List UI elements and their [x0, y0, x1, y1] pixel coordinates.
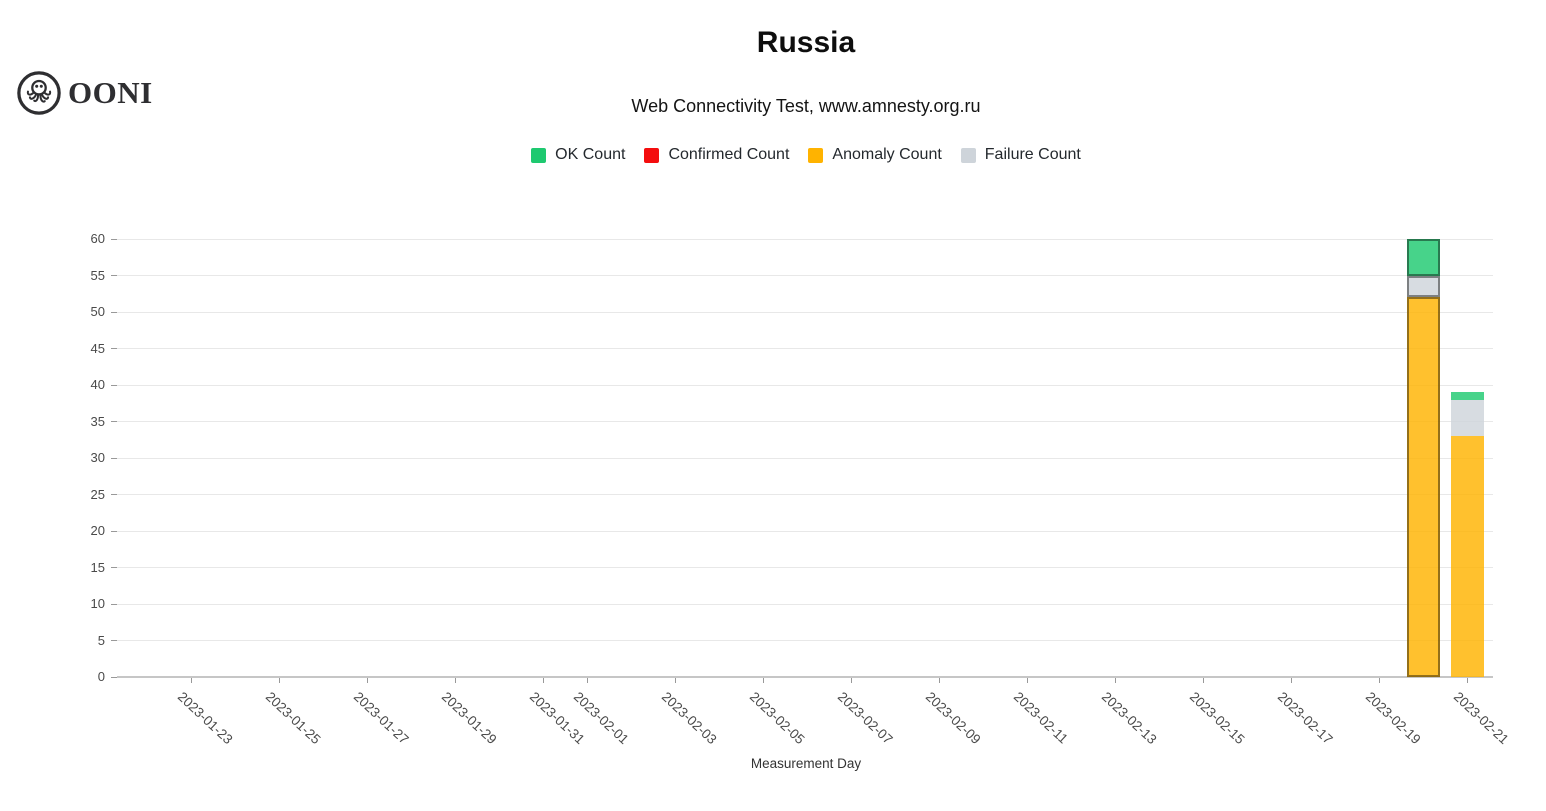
y-axis-tick: [111, 384, 117, 386]
y-axis-tick: [111, 311, 117, 313]
x-axis-date-label: 2023-02-21: [1450, 689, 1512, 748]
x-axis-date-label: 2023-02-07: [834, 689, 896, 748]
x-axis-tick: [1114, 678, 1116, 683]
y-axis-tick: [111, 494, 117, 495]
y-axis-label: 40: [90, 377, 105, 392]
page-title: Russia: [756, 26, 856, 59]
y-axis-tick: [111, 567, 117, 568]
y-axis-tick: [111, 530, 117, 532]
y-gridline: [117, 457, 1493, 459]
bar-segment-ok-2023-02-21[interactable]: [1450, 392, 1484, 400]
y-gridline: [117, 275, 1493, 276]
y-gridline: [117, 348, 1493, 349]
x-axis-date-label: 2023-02-15: [1186, 689, 1248, 748]
y-axis-label: 20: [90, 523, 105, 538]
y-axis-tick: [111, 457, 117, 459]
y-axis-tick: [111, 603, 117, 605]
x-axis-date-label: 2023-02-03: [658, 689, 720, 748]
y-gridline: [117, 421, 1493, 422]
ooni-octopus-logo-icon: [17, 71, 61, 115]
bar-segment-failure-2023-02-21[interactable]: [1450, 399, 1484, 437]
y-axis-label: 0: [97, 669, 105, 684]
y-gridline: [117, 384, 1493, 386]
y-axis-label: 45: [90, 340, 105, 356]
x-axis-tick: [190, 678, 192, 683]
y-gridline: [117, 238, 1493, 240]
bar-segment-ok-2023-02-20[interactable]: [1406, 239, 1440, 276]
legend-swatch-anomaly-icon: [808, 147, 824, 163]
legend-item-failure[interactable]: Failure Count: [960, 146, 1081, 164]
y-gridline: [117, 530, 1493, 532]
y-axis-label: 5: [97, 632, 105, 648]
y-gridline: [117, 640, 1493, 641]
ooni-logo[interactable]: OONI: [16, 70, 153, 116]
brand-wordmark: OONI: [68, 75, 153, 110]
y-axis-label: 35: [90, 413, 105, 429]
legend-label-anomaly: Anomaly Count: [832, 146, 942, 163]
x-axis-date-label: 2023-02-09: [922, 689, 984, 748]
y-axis-label: 55: [90, 267, 105, 283]
y-axis-tick: [111, 348, 117, 349]
y-axis-tick: [111, 640, 117, 641]
x-axis-tick: [586, 678, 588, 683]
y-gridline: [117, 494, 1493, 495]
legend-label-confirmed: Confirmed Count: [668, 146, 790, 163]
y-axis-tick: [111, 238, 117, 240]
y-axis-label: 60: [90, 231, 105, 246]
legend-swatch-ok-icon: [531, 147, 547, 163]
x-axis-tick: [1378, 678, 1380, 683]
bar-segment-anomaly-2023-02-21[interactable]: [1450, 436, 1484, 677]
bar-segment-failure-2023-02-20[interactable]: [1406, 275, 1440, 298]
x-axis-date-label: 2023-01-29: [438, 689, 500, 748]
legend-label-failure: Failure Count: [984, 146, 1081, 163]
y-axis-label: 10: [90, 596, 105, 611]
x-axis-line: [117, 676, 1493, 678]
x-axis-tick: [454, 678, 456, 683]
x-axis-tick: [674, 678, 676, 683]
x-axis-tick: [1026, 678, 1028, 683]
legend-item-anomaly[interactable]: Anomaly Count: [808, 146, 942, 164]
y-axis-label: 25: [90, 486, 105, 502]
y-axis-label: 15: [90, 559, 105, 575]
legend-label-ok: OK Count: [555, 146, 626, 163]
x-axis-tick: [1466, 678, 1468, 683]
x-axis-date-label: 2023-02-13: [1098, 689, 1160, 748]
legend-swatch-failure-icon: [960, 147, 976, 163]
x-axis-tick: [850, 678, 852, 683]
legend-item-ok[interactable]: OK Count: [531, 146, 625, 164]
y-gridline: [117, 603, 1493, 605]
y-axis-label: 30: [90, 450, 105, 465]
x-axis-date-label: 2023-02-19: [1362, 689, 1424, 748]
y-gridline: [117, 311, 1493, 313]
bar-segment-anomaly-2023-02-20[interactable]: [1406, 297, 1440, 677]
y-axis-tick: [111, 676, 117, 678]
y-axis-tick: [111, 275, 117, 276]
y-axis-label: 50: [90, 304, 105, 319]
legend: OK Count Confirmed Count Anomaly Count Fail…: [66, 146, 1546, 164]
x-axis-date-label: 2023-02-11: [1010, 689, 1071, 747]
legend-swatch-confirmed-icon: [644, 147, 660, 163]
x-axis-date-label: 2023-02-17: [1274, 689, 1336, 748]
y-axis-tick: [111, 421, 117, 422]
chart-subtitle: Web Connectivity Test, www.amnesty.org.r…: [631, 96, 981, 116]
x-axis-date-label: 2023-01-23: [174, 689, 236, 748]
x-axis-tick: [1290, 678, 1292, 683]
x-axis-tick: [938, 678, 940, 683]
x-axis-date-label: 2023-02-05: [746, 689, 808, 748]
x-axis-date-label: 2023-01-27: [350, 689, 412, 748]
x-axis-tick: [762, 678, 764, 683]
x-axis-tick: [366, 678, 368, 683]
legend-item-confirmed[interactable]: Confirmed Count: [644, 146, 789, 164]
x-axis-tick: [1202, 678, 1204, 683]
x-axis-tick: [278, 678, 280, 683]
x-axis-date-label: 2023-01-25: [262, 689, 324, 748]
y-gridline: [117, 567, 1493, 568]
x-axis-tick: [542, 678, 544, 683]
x-axis-title: Measurement Day: [750, 756, 862, 771]
